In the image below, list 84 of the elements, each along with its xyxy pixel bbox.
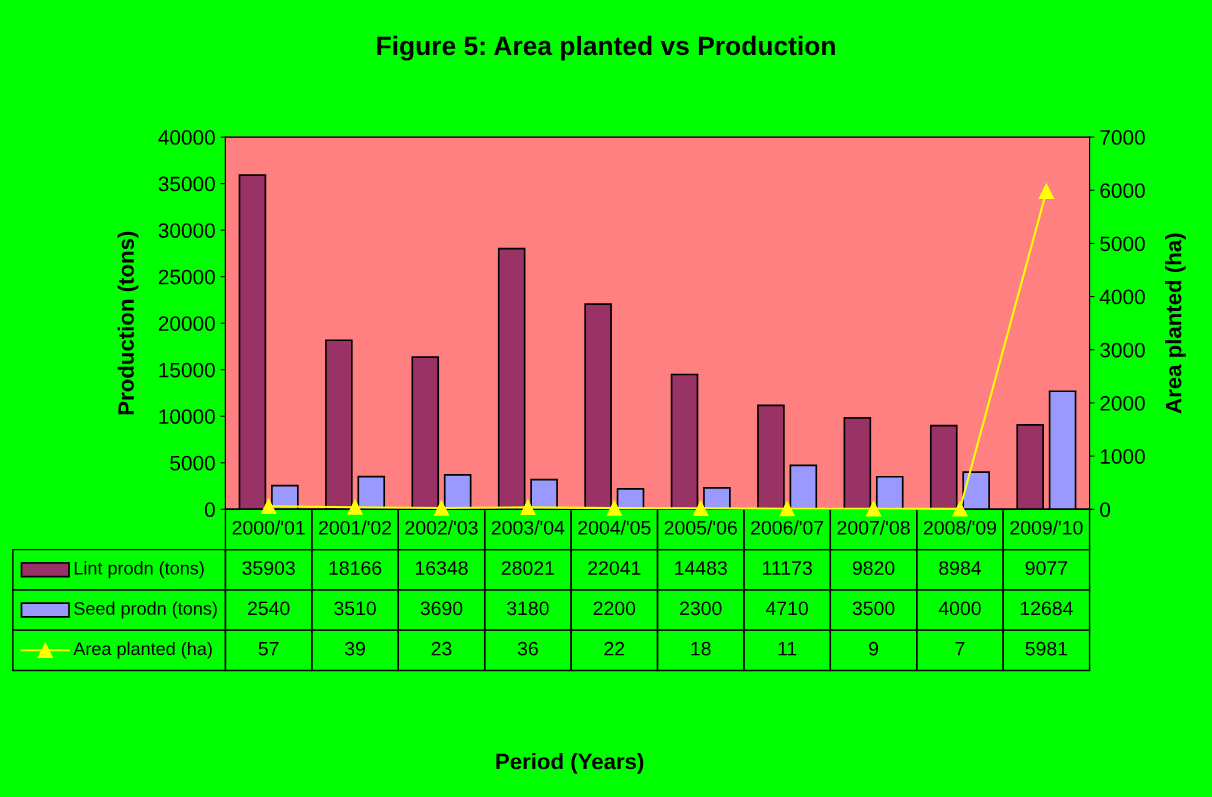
data-label: 11173 xyxy=(763,561,812,575)
point xyxy=(433,500,450,516)
data-label: 9077 xyxy=(1025,561,1068,575)
point xyxy=(347,499,363,515)
y-tick-label: 5000 xyxy=(170,455,215,471)
x-tick-label: 2005/'06 xyxy=(664,520,737,535)
y-tick-label: 35000 xyxy=(158,176,215,192)
y2-tick-label: 4000 xyxy=(1099,289,1145,305)
point xyxy=(606,500,622,516)
data-label: 14483 xyxy=(675,561,727,575)
data-label: 16348 xyxy=(415,561,468,575)
point xyxy=(1038,183,1055,199)
x-tick-label: 2001/'02 xyxy=(319,520,392,535)
data-label: 18166 xyxy=(329,561,382,575)
bar xyxy=(843,417,872,510)
data-label: 2540 xyxy=(247,601,290,616)
point xyxy=(693,500,709,516)
x-tick-label: 2003/'04 xyxy=(491,520,565,535)
data-label: 36 xyxy=(517,641,538,656)
y-tick-label: 20000 xyxy=(158,316,215,331)
data-label: 39 xyxy=(344,641,365,656)
data-label: 11 xyxy=(778,641,797,656)
data-label: 22041 xyxy=(588,561,641,575)
x-tick-label: 2004/'05 xyxy=(578,520,651,535)
point xyxy=(261,498,277,514)
text: Period (Years) xyxy=(496,753,644,774)
data-label: 2200 xyxy=(593,601,636,616)
legend-label: Area planted (ha) xyxy=(73,641,212,659)
data-label: 4000 xyxy=(938,601,981,616)
bar xyxy=(757,404,785,510)
chart-title: Figure 5: Area planted vs Production xyxy=(377,35,835,61)
point xyxy=(779,501,795,517)
x-tick-label: 2008/'09 xyxy=(923,520,997,535)
data-label: 3690 xyxy=(420,601,463,616)
x-tick-label: 2006/'07 xyxy=(751,520,824,535)
point xyxy=(952,501,968,517)
data-label: 7 xyxy=(955,641,965,656)
y2-tick-label: 7000 xyxy=(1100,130,1145,145)
x-tick-label: 2007/'08 xyxy=(837,520,910,535)
legend-label: Seed prodn (tons) xyxy=(74,601,217,619)
data-label: 3180 xyxy=(507,601,549,616)
data-label: 23 xyxy=(431,641,452,656)
point xyxy=(520,499,536,516)
data-label: 18 xyxy=(691,641,711,656)
x-tick-label: 2000/'01 xyxy=(232,520,305,535)
data-label: 2300 xyxy=(680,601,722,616)
y-tick-label: 15000 xyxy=(159,362,215,378)
bar xyxy=(875,475,904,510)
bar xyxy=(929,424,958,510)
y2-axis-title: Area planted (ha) xyxy=(1165,233,1186,414)
data-label: 5981 xyxy=(1025,641,1068,656)
data-label: 4710 xyxy=(765,601,808,616)
data-label: 3510 xyxy=(334,601,376,616)
y-tick-label: 10000 xyxy=(159,409,215,424)
data-label: 28021 xyxy=(501,561,554,575)
y2-tick-label: 0 xyxy=(1100,502,1111,518)
bar xyxy=(584,303,612,510)
y-tick-label: 25000 xyxy=(158,269,215,285)
data-label: 9820 xyxy=(852,561,895,575)
bar xyxy=(670,373,699,510)
data-label: 57 xyxy=(258,641,279,656)
y2-tick-label: 1000 xyxy=(1100,449,1145,464)
bar xyxy=(443,474,472,510)
y-axis-title: Production (tons) xyxy=(117,231,139,415)
bar xyxy=(789,464,818,510)
bar xyxy=(703,487,731,510)
y2-tick-label: 2000 xyxy=(1100,395,1145,411)
x-tick-label: 2002/'03 xyxy=(405,520,478,535)
y-tick-label: 30000 xyxy=(158,223,215,238)
data-label: 8984 xyxy=(939,561,982,575)
data-label: 3500 xyxy=(852,601,895,616)
data-label: 22 xyxy=(604,641,625,656)
point xyxy=(865,501,882,517)
y2-tick-label: 6000 xyxy=(1100,183,1145,199)
data-label: 35903 xyxy=(242,561,295,575)
bar xyxy=(411,356,440,510)
legend-label: Lint prodn (tons) xyxy=(74,561,204,579)
data-label: 12684 xyxy=(1020,601,1073,616)
y2-tick-label: 3000 xyxy=(1100,342,1145,358)
y2-tick-label: 5000 xyxy=(1100,236,1145,252)
data-label: 9 xyxy=(869,641,879,656)
y-tick-label: 40000 xyxy=(158,130,215,145)
y-tick-label: 0 xyxy=(204,502,215,518)
x-tick-label: 2009/'10 xyxy=(1010,520,1083,535)
